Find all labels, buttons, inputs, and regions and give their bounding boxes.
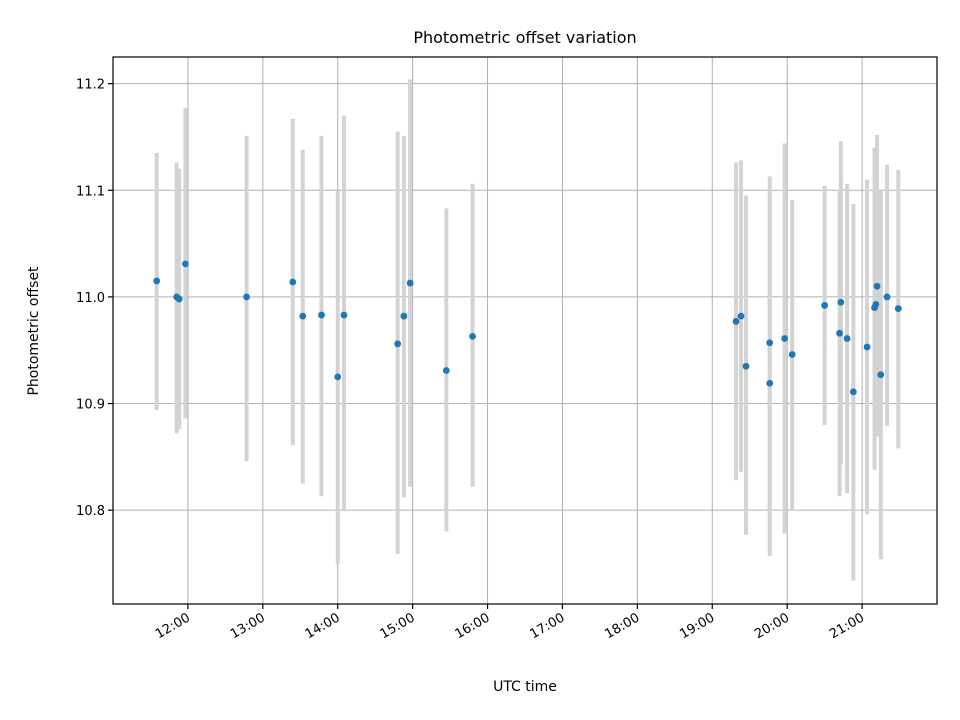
data-point bbox=[289, 278, 297, 286]
data-point bbox=[883, 293, 891, 301]
y-tick-label: 10.9 bbox=[76, 398, 105, 413]
data-point bbox=[873, 282, 881, 290]
data-point bbox=[318, 311, 325, 319]
data-point bbox=[737, 312, 745, 320]
data-point bbox=[334, 373, 342, 381]
data-point bbox=[843, 335, 851, 342]
data-point bbox=[872, 300, 880, 308]
y-tick-label: 11.0 bbox=[76, 291, 105, 306]
data-point bbox=[863, 343, 871, 351]
data-point bbox=[781, 335, 789, 342]
data-point bbox=[837, 298, 845, 306]
data-point bbox=[400, 312, 408, 320]
data-point bbox=[836, 329, 844, 337]
data-points bbox=[153, 260, 902, 396]
data-point bbox=[394, 340, 402, 348]
data-point bbox=[788, 351, 796, 358]
data-point bbox=[849, 388, 857, 396]
y-tick-label: 11.2 bbox=[76, 78, 105, 93]
grid bbox=[113, 57, 937, 604]
data-point bbox=[766, 379, 774, 387]
y-tick-label: 11.1 bbox=[76, 184, 105, 199]
data-point bbox=[299, 312, 307, 320]
data-point bbox=[175, 295, 183, 303]
data-point bbox=[182, 260, 189, 268]
data-point bbox=[340, 311, 348, 319]
data-point bbox=[821, 302, 829, 309]
x-axis-label: UTC time bbox=[493, 679, 557, 695]
data-point bbox=[742, 362, 750, 370]
data-point bbox=[243, 293, 250, 301]
y-tick-label: 10.8 bbox=[76, 504, 105, 519]
data-point bbox=[442, 367, 450, 374]
data-point bbox=[877, 371, 885, 379]
plot-frame bbox=[112, 56, 938, 605]
y-axis: 10.8 10.9 11.0 11.1 11.2 bbox=[76, 78, 113, 519]
data-point bbox=[153, 277, 161, 285]
data-point bbox=[732, 318, 740, 325]
data-point bbox=[469, 332, 476, 340]
y-axis-label: Photometric offset bbox=[26, 266, 42, 396]
data-point bbox=[894, 305, 902, 313]
chart-title: Photometric offset variation bbox=[413, 28, 636, 47]
data-point bbox=[766, 339, 774, 347]
data-point bbox=[406, 279, 414, 287]
